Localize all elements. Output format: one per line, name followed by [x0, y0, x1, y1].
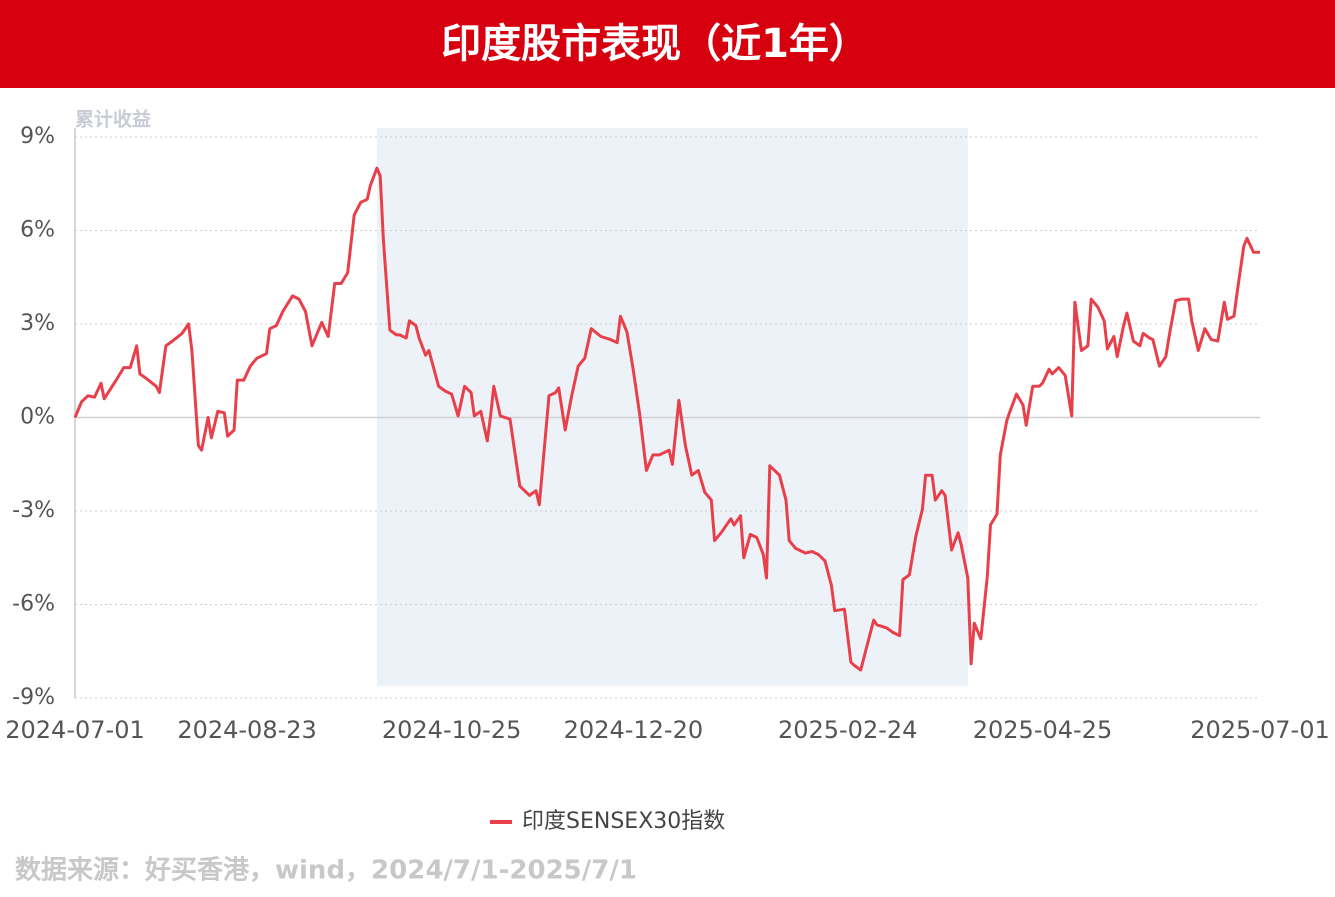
source-note: 数据来源：好买香港，wind，2024/7/1-2025/7/1	[15, 856, 637, 886]
x-tick-label: 2024-08-23	[177, 716, 316, 744]
y-tick-label: -6%	[12, 592, 55, 617]
y-axis-label: 累计收益	[75, 108, 151, 131]
y-tick-label: -3%	[12, 498, 55, 523]
x-tick-label: 2024-07-01	[5, 716, 144, 744]
y-tick-label: 6%	[20, 218, 55, 243]
highlight-band	[376, 128, 968, 686]
x-tick-label: 2024-10-25	[382, 716, 521, 744]
x-tick-label: 2025-02-24	[778, 716, 917, 744]
x-tick-label: 2024-12-20	[564, 716, 703, 744]
chart-title: 印度股市表现（近1年）	[441, 21, 869, 67]
y-tick-label: 3%	[20, 311, 55, 336]
y-tick-label: -9%	[12, 685, 55, 710]
series-line	[73, 166, 1260, 672]
y-tick-label: 9%	[20, 124, 55, 149]
x-tick-label: 2025-07-01	[1190, 716, 1329, 744]
x-tick-label: 2025-04-25	[973, 716, 1112, 744]
y-tick-label: 0%	[20, 405, 55, 430]
legend-label: 印度SENSEX30指数	[522, 809, 725, 834]
title-bar	[0, 0, 1335, 88]
